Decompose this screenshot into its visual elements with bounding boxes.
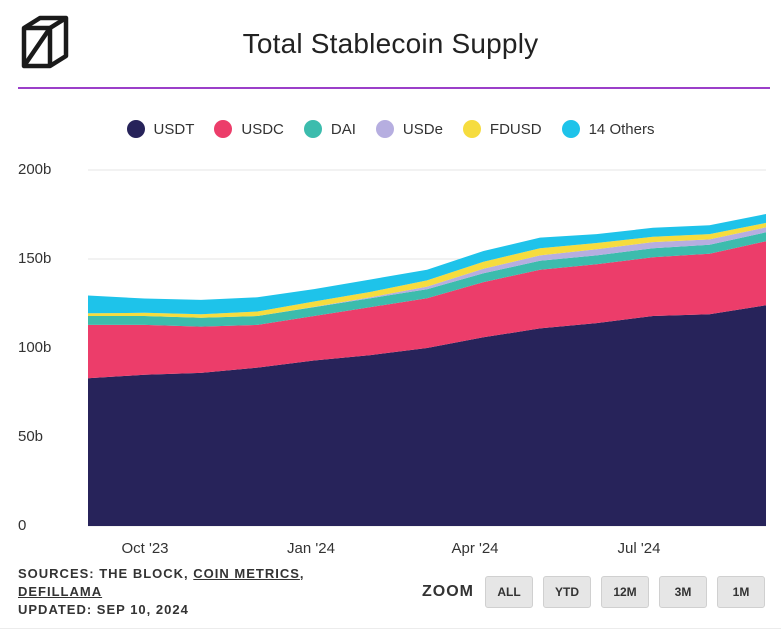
coin-metrics-link[interactable]: COIN METRICS: [193, 566, 300, 581]
zoom-label: ZOOM: [422, 583, 474, 601]
sources-comma: ,: [300, 566, 305, 581]
x-tick-label-jul-24: Jul '24: [618, 540, 661, 557]
zoom-1m-button[interactable]: 1M: [717, 576, 765, 608]
updated-date: UPDATED: SEP 10, 2024: [18, 601, 305, 619]
series-areas: [88, 214, 766, 526]
sources-note: SOURCES: THE BLOCK, COIN METRICS, DEFILL…: [18, 565, 305, 619]
zoom-all-button[interactable]: ALL: [485, 576, 533, 608]
defillama-link[interactable]: DEFILLAMA: [18, 584, 102, 599]
stacked-area-chart: [0, 0, 781, 638]
sources-prefix: SOURCES: THE BLOCK,: [18, 566, 193, 581]
x-tick-label-apr-24: Apr '24: [451, 540, 498, 557]
zoom-12m-button[interactable]: 12M: [601, 576, 649, 608]
zoom-3m-button[interactable]: 3M: [659, 576, 707, 608]
sources-line: SOURCES: THE BLOCK, COIN METRICS,: [18, 565, 305, 583]
x-tick-label-jan-24: Jan '24: [287, 540, 335, 557]
x-tick-label-oct-23: Oct '23: [121, 540, 168, 557]
zoom-ytd-button[interactable]: YTD: [543, 576, 591, 608]
bottom-rule: [0, 628, 781, 629]
